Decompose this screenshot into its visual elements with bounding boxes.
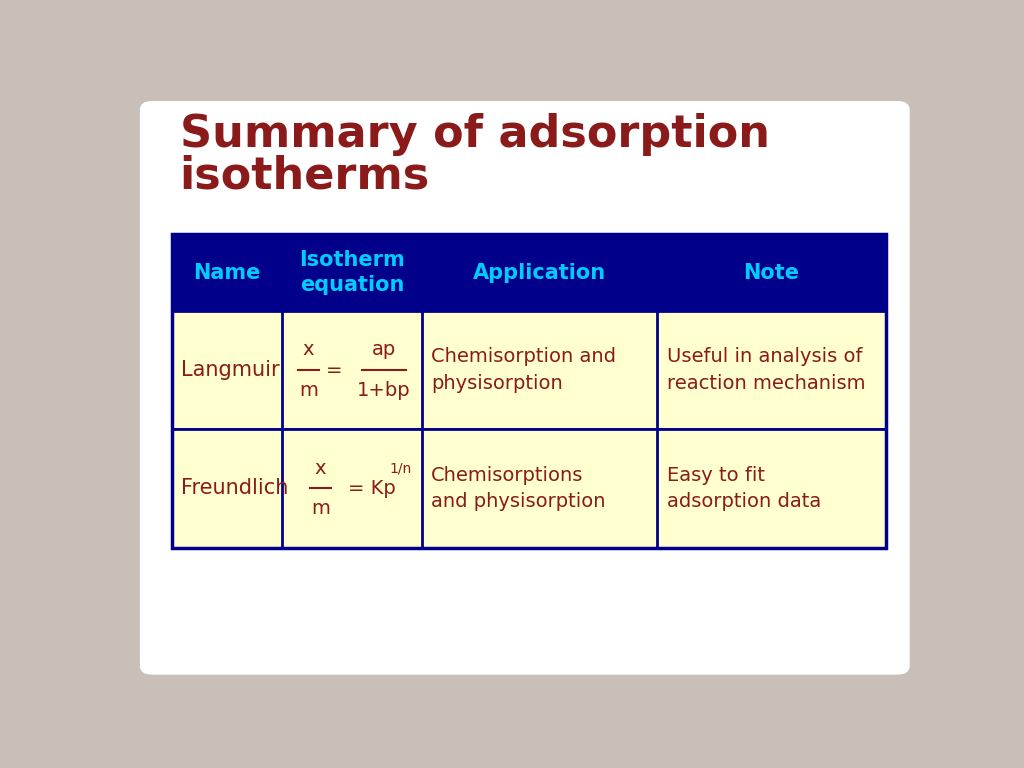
Text: m: m <box>299 381 317 399</box>
Text: Useful in analysis of
reaction mechanism: Useful in analysis of reaction mechanism <box>667 347 865 393</box>
Text: m: m <box>311 499 330 518</box>
Text: ap: ap <box>372 340 396 359</box>
Text: Easy to fit
adsorption data: Easy to fit adsorption data <box>667 465 821 511</box>
Text: Langmuir: Langmuir <box>181 360 280 380</box>
Text: 1/n: 1/n <box>389 462 412 475</box>
FancyBboxPatch shape <box>172 234 886 311</box>
Text: =: = <box>327 361 343 379</box>
Text: Note: Note <box>743 263 800 283</box>
Text: Chemisorption and
physisorption: Chemisorption and physisorption <box>431 347 616 393</box>
FancyBboxPatch shape <box>140 101 909 674</box>
Text: Freundlich: Freundlich <box>181 478 289 498</box>
Text: 1+bp: 1+bp <box>357 381 411 399</box>
Text: x: x <box>314 458 326 478</box>
Text: Chemisorptions
and physisorption: Chemisorptions and physisorption <box>431 465 605 511</box>
Text: Isotherm
equation: Isotherm equation <box>299 250 404 295</box>
Text: isotherms: isotherms <box>179 154 430 197</box>
Text: = Kp: = Kp <box>348 479 395 498</box>
Text: Name: Name <box>194 263 261 283</box>
Text: Application: Application <box>473 263 606 283</box>
Text: x: x <box>303 340 314 359</box>
Text: Summary of adsorption: Summary of adsorption <box>179 113 770 156</box>
FancyBboxPatch shape <box>172 311 886 429</box>
FancyBboxPatch shape <box>172 429 886 548</box>
